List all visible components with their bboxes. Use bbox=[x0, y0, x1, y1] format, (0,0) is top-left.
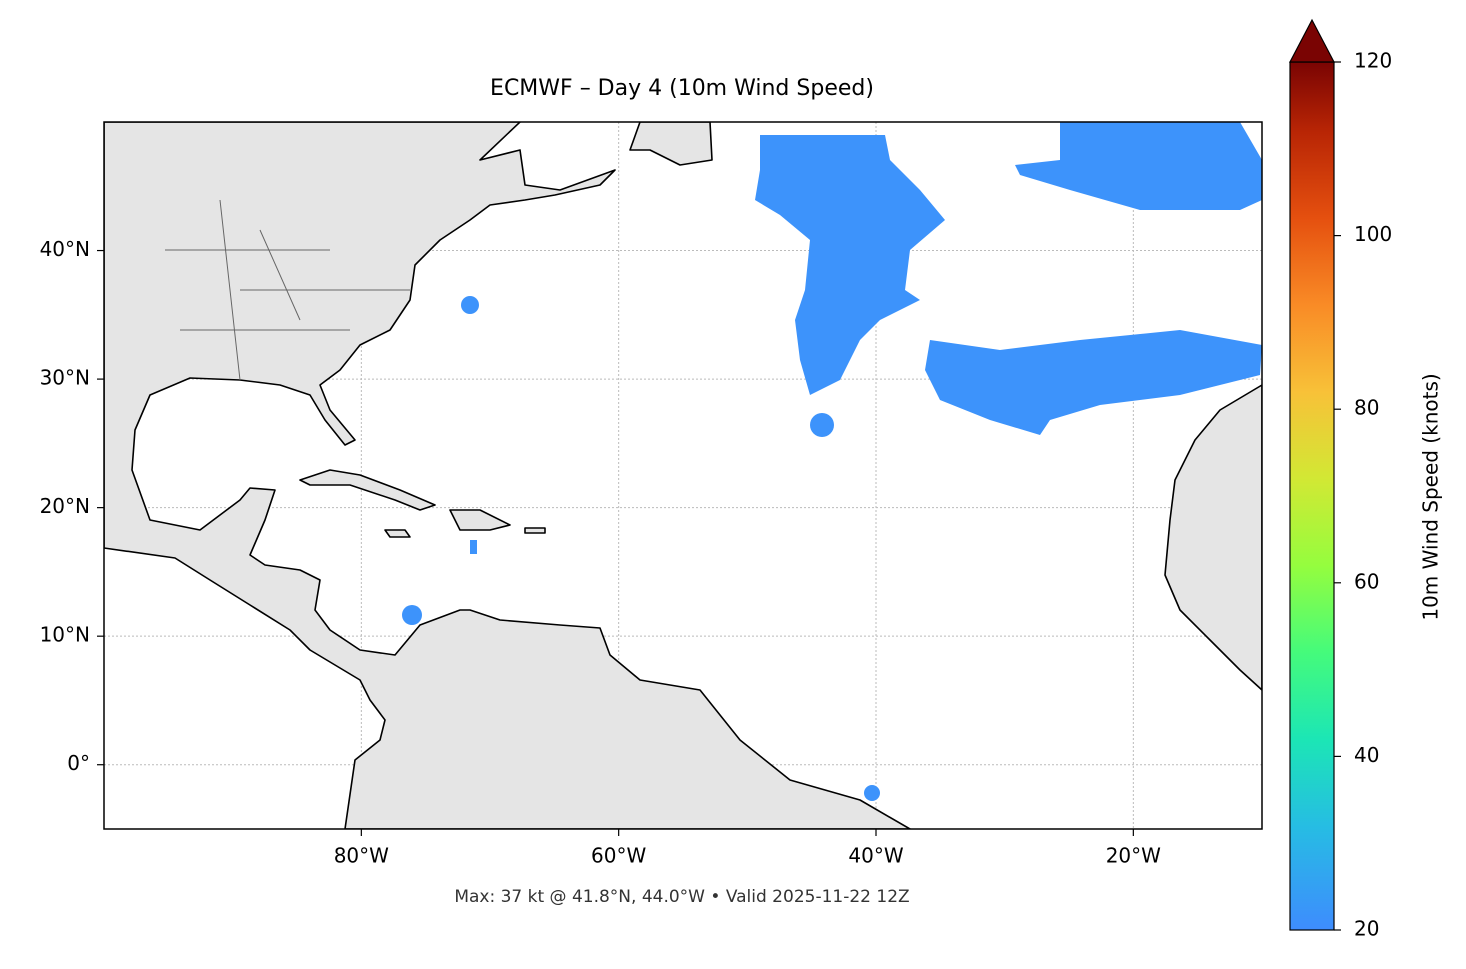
map-frame bbox=[103, 121, 1263, 830]
americas bbox=[104, 122, 911, 829]
footnote: Max: 37 kt @ 41.8°N, 44.0°W • Valid 2025… bbox=[454, 887, 909, 907]
lat-tick-label: 40°N bbox=[40, 237, 90, 261]
wind-area bbox=[755, 135, 945, 395]
puerto-rico bbox=[524, 527, 546, 534]
jamaica bbox=[384, 529, 411, 538]
map-layers bbox=[104, 122, 1262, 829]
lon-tick-label: 80°W bbox=[334, 844, 389, 868]
lat-tick-label: 0° bbox=[67, 751, 90, 775]
colorbar-tick-label: 20 bbox=[1354, 917, 1379, 941]
lon-tick-label: 60°W bbox=[591, 844, 646, 868]
newfoundland bbox=[629, 122, 713, 166]
colorbar-tick-label: 60 bbox=[1354, 569, 1379, 593]
hispaniola bbox=[449, 509, 511, 531]
colorbar-tick-label: 40 bbox=[1354, 743, 1379, 767]
lon-tick-label: 20°W bbox=[1106, 844, 1161, 868]
lat-tick-label: 10°N bbox=[40, 623, 90, 647]
colorbar-tick-label: 100 bbox=[1354, 222, 1392, 246]
lon-tick-label: 40°W bbox=[848, 844, 903, 868]
cuba bbox=[299, 469, 436, 511]
colorbar-label: 10m Wind Speed (knots) bbox=[1419, 373, 1443, 620]
borders bbox=[165, 199, 410, 381]
wind-area bbox=[402, 605, 422, 625]
colorbar bbox=[1289, 61, 1335, 931]
wind-area bbox=[864, 785, 880, 801]
lat-tick-label: 20°N bbox=[40, 494, 90, 518]
land bbox=[104, 122, 1262, 829]
colorbar-extend bbox=[1289, 18, 1335, 63]
colorbar-tick-label: 80 bbox=[1354, 396, 1379, 420]
map-title: ECMWF – Day 4 (10m Wind Speed) bbox=[490, 76, 874, 101]
wind-area bbox=[810, 413, 834, 437]
lat-tick-label: 30°N bbox=[40, 366, 90, 390]
colorbar-tick-label: 120 bbox=[1354, 49, 1392, 73]
wind-area bbox=[925, 330, 1262, 435]
wind-area bbox=[470, 540, 477, 554]
wind-field bbox=[402, 122, 1262, 801]
africa bbox=[1164, 384, 1262, 691]
wind-area bbox=[461, 296, 479, 314]
wind-area bbox=[1015, 122, 1262, 210]
